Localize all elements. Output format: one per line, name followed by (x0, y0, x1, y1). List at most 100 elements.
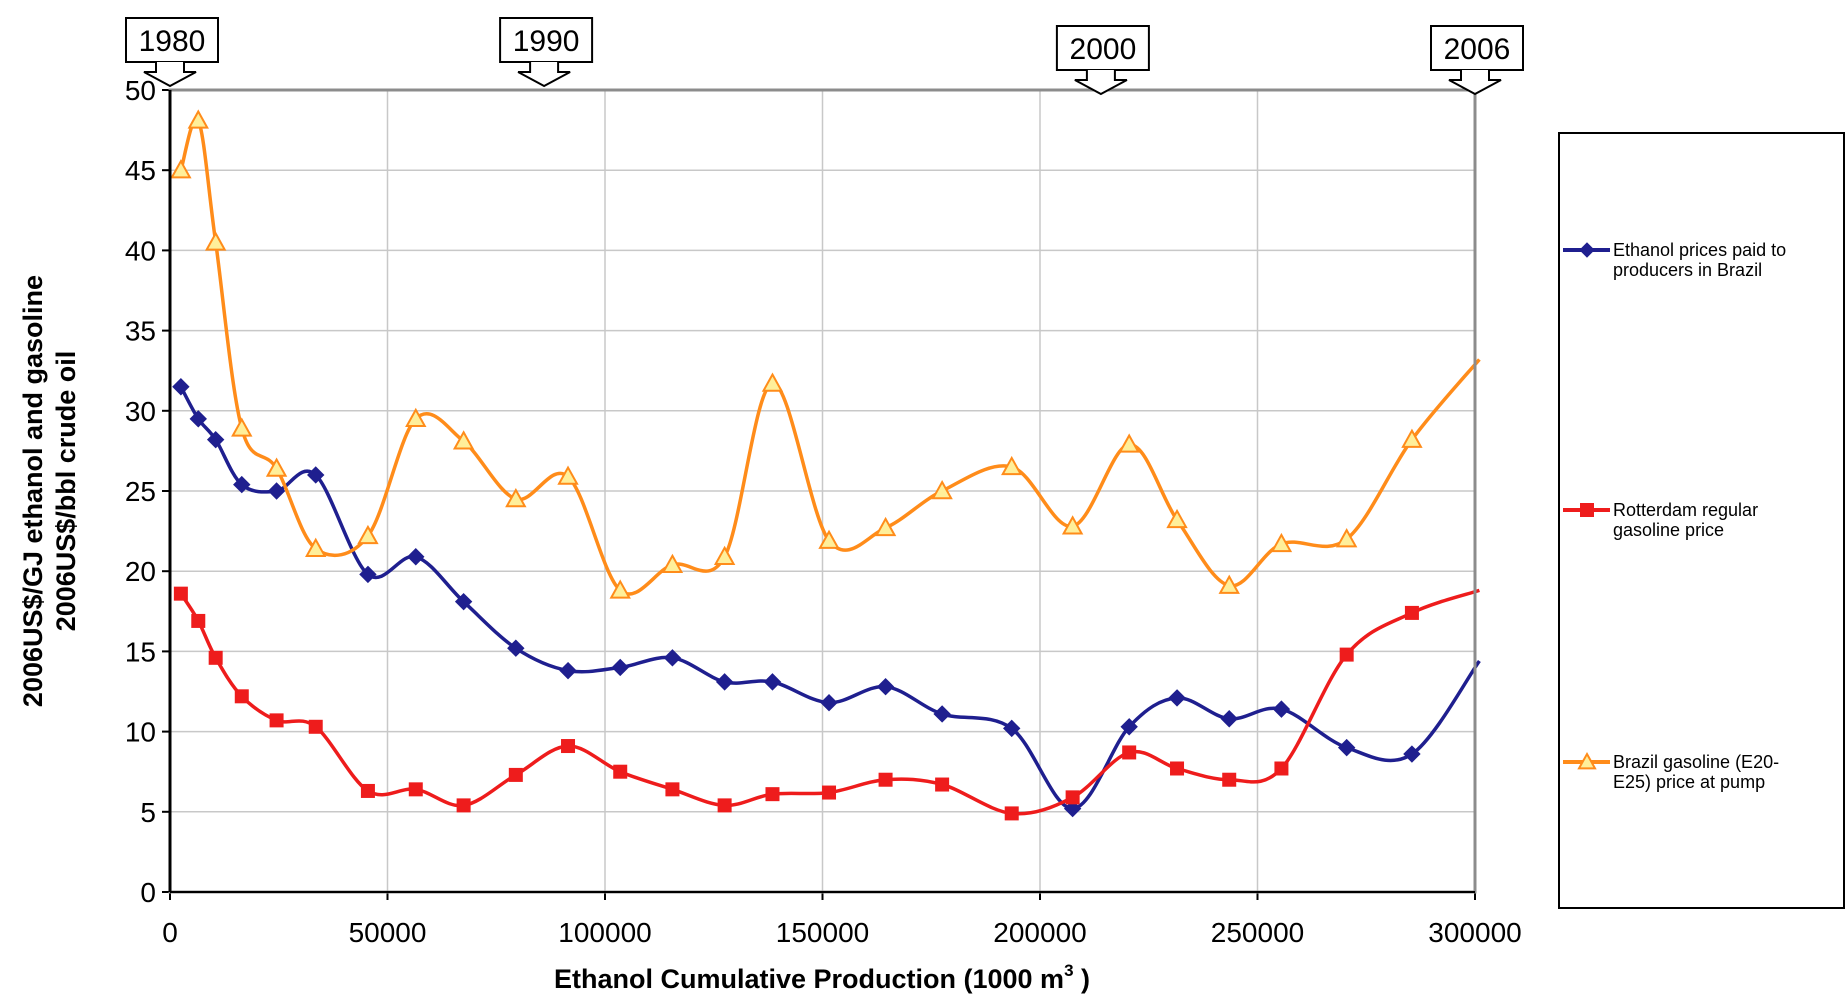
data-point-marker (933, 705, 951, 723)
series-3 (170, 109, 1481, 599)
legend-label: Ethanol prices paid to (1613, 240, 1786, 260)
y-tick-label: 45 (125, 155, 156, 186)
data-point-marker (1065, 790, 1080, 805)
data-point-marker (822, 785, 837, 800)
series-layer (170, 109, 1481, 821)
y-axis-title-line-2: 2006US$/bbl crude oil (51, 351, 81, 632)
data-point-marker (1170, 761, 1185, 776)
data-point-marker (665, 782, 680, 797)
data-point-marker (559, 661, 577, 680)
year-callout-label: 1990 (513, 25, 580, 58)
y-tick-label: 5 (140, 797, 156, 828)
y-axis-title-line-1: 2006US$/GJ ethanol and gasoline (18, 275, 48, 707)
data-point-marker (663, 649, 682, 667)
data-point-marker (407, 548, 425, 566)
year-callout-arrow (143, 62, 197, 88)
data-point-marker (173, 586, 188, 601)
data-point-marker (187, 109, 209, 129)
year-callout-box (499, 17, 594, 63)
data-point-marker (269, 713, 284, 728)
x-axis-title: Ethanol Cumulative Production (1000 m3 ) (554, 961, 1090, 994)
data-point-marker (1272, 700, 1291, 718)
data-point-marker (1274, 761, 1289, 776)
legend-swatch-marker (1580, 503, 1594, 517)
y-axis-ticks: 0 5 10 15 20 25 30 35 40 45 50 (125, 75, 170, 908)
data-point-marker (408, 782, 423, 797)
data-point-marker (557, 465, 579, 485)
y-tick-label: 40 (125, 235, 156, 266)
data-point-marker (715, 673, 734, 691)
data-point-marker (931, 479, 953, 500)
data-point-marker (360, 783, 375, 798)
data-point-marker (1335, 528, 1358, 548)
data-point-marker (761, 372, 784, 392)
data-point-marker (359, 565, 377, 584)
series-2 (173, 586, 1480, 821)
data-point-marker (820, 694, 838, 712)
data-point-marker (508, 767, 523, 782)
x-tick-label: 300000 (1428, 917, 1521, 948)
data-point-marker (1001, 455, 1023, 476)
data-point-marker (878, 772, 893, 787)
data-point-marker (172, 378, 190, 396)
y-tick-label: 20 (125, 556, 156, 587)
data-point-marker (1401, 428, 1423, 448)
year-callout-arrow (1448, 70, 1502, 96)
data-point-marker (1120, 718, 1138, 736)
data-point-marker (876, 677, 895, 696)
x-tick-label: 100000 (558, 917, 651, 948)
data-point-marker (1220, 710, 1238, 728)
data-point-marker (818, 529, 840, 549)
legend-label: producers in Brazil (1613, 260, 1762, 280)
data-point-marker (1003, 719, 1021, 738)
legend-entry-3: Brazil gasoline (E20-E25) price at pump (1563, 751, 1779, 792)
year-callout-arrow (517, 62, 571, 88)
x-axis-ticks: 0 50000 100000 150000 200000 250000 300000 (162, 892, 1522, 948)
data-point-marker (613, 764, 628, 779)
year-callout-arrow (1074, 70, 1128, 96)
data-point-marker (1166, 508, 1188, 529)
x-tick-label: 150000 (776, 917, 869, 948)
y-tick-label: 35 (125, 316, 156, 347)
data-point-marker (1404, 605, 1419, 620)
data-point-marker (265, 457, 288, 477)
data-point-marker (405, 407, 427, 428)
y-tick-label: 15 (125, 636, 156, 667)
data-point-marker (1122, 745, 1137, 760)
x-tick-label: 200000 (993, 917, 1086, 948)
year-callouts: 1980 1990 2000 2006 (125, 17, 1524, 96)
y-tick-label: 30 (125, 396, 156, 427)
year-callout-label: 2006 (1444, 33, 1511, 66)
data-point-marker (1337, 738, 1356, 757)
data-point-marker (1118, 433, 1140, 453)
data-point-marker (452, 430, 475, 450)
legend-label: gasoline price (1613, 520, 1724, 540)
legend-swatch-marker (1577, 751, 1597, 770)
y-tick-label: 25 (125, 476, 156, 507)
legend-box (1558, 132, 1845, 909)
data-point-marker (170, 159, 192, 179)
data-point-marker (561, 739, 576, 754)
legend-label: Rotterdam regular (1613, 500, 1758, 520)
x-tick-label: 0 (162, 917, 178, 948)
y-tick-label: 50 (125, 75, 156, 106)
data-point-marker (1218, 574, 1240, 594)
legend-label: E25) price at pump (1613, 772, 1765, 792)
x-axis-title-suffix: ) (1074, 964, 1091, 994)
data-point-marker (661, 553, 684, 573)
data-point-marker (233, 475, 251, 494)
legend-swatch-marker (1579, 242, 1595, 258)
y-tick-label: 10 (125, 717, 156, 748)
data-point-marker (1270, 532, 1293, 553)
data-point-marker (305, 537, 327, 557)
year-callout-box (1055, 25, 1150, 71)
data-point-marker (717, 798, 732, 813)
data-point-marker (874, 516, 897, 537)
year-callout-2006: 2006 (1430, 25, 1524, 96)
data-point-marker (308, 719, 323, 734)
year-callout-label: 1980 (139, 25, 206, 58)
data-point-marker (763, 673, 782, 691)
year-callout-1990: 1990 (499, 17, 594, 88)
